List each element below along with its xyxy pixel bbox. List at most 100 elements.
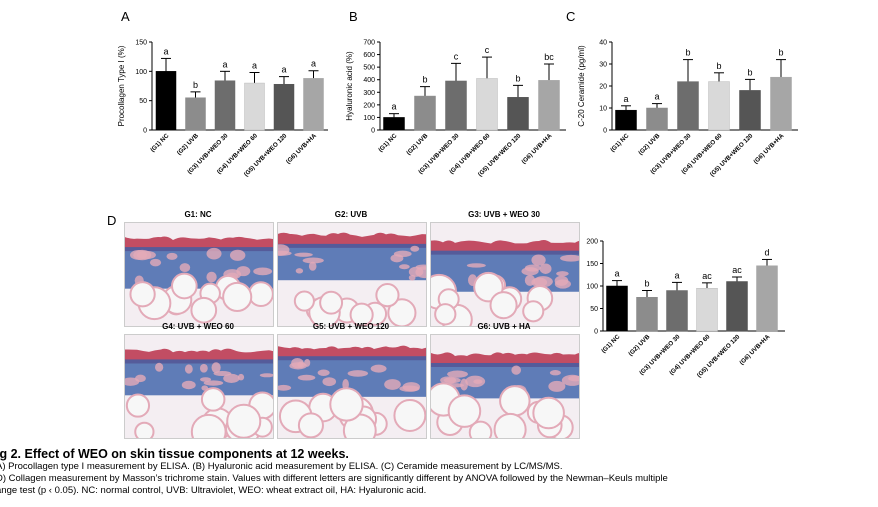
tissue-strand <box>560 254 579 262</box>
bar <box>646 107 668 131</box>
adipocyte <box>493 412 527 438</box>
adipocyte <box>499 385 531 417</box>
category-label: (G1) NC <box>609 132 631 154</box>
category-label: (G2) UVB <box>627 333 652 358</box>
y-axis-label: Hyaluronic acid (%) <box>345 51 354 121</box>
chart-b: 0 100 200 300 400 500 600 700 Hyaluronic acid (%… <box>345 40 566 178</box>
tissue-strand <box>229 249 246 261</box>
y-axis-label: C-20 Ceramide (pg/ml) <box>577 45 586 127</box>
tissue-strand <box>511 365 522 375</box>
bar <box>726 281 748 332</box>
bar <box>770 76 792 131</box>
y-tick-label: 0 <box>603 128 607 135</box>
significance-letter: b <box>422 75 427 85</box>
tissue-strand <box>556 271 569 277</box>
y-tick-label: 100 <box>363 115 375 122</box>
significance-letter: a <box>281 65 286 75</box>
category-label: (G6) UVB+HA <box>285 132 318 165</box>
histology-title: G1: NC <box>184 210 212 219</box>
caption-line-3: ange test (p ‹ 0.05). NC: normal control… <box>0 485 427 496</box>
adipocyte <box>190 413 227 438</box>
tissue-strand <box>155 362 164 372</box>
tissue-strand <box>531 277 548 288</box>
histology-image <box>124 222 274 327</box>
bar <box>185 97 206 131</box>
adipocyte <box>190 296 218 324</box>
bar <box>155 71 177 131</box>
bar <box>666 290 688 332</box>
tissue-strand <box>399 264 410 270</box>
tissue-strand <box>410 245 420 252</box>
tissue-strand <box>402 382 421 392</box>
tissue-strand <box>447 370 468 378</box>
y-tick-label: 0 <box>594 329 598 336</box>
adipocyte <box>226 403 262 438</box>
significance-letter: b <box>515 73 520 83</box>
bar <box>445 80 467 131</box>
significance-letter: a <box>222 59 227 69</box>
y-tick-label: 200 <box>363 102 375 109</box>
y-tick-label: 600 <box>363 52 375 59</box>
bar <box>739 90 761 131</box>
adipocyte <box>297 412 324 438</box>
category-label: (G6) UVB+HA <box>752 132 785 165</box>
category-label: (G6) UVB+HA <box>520 132 553 165</box>
tissue-strand <box>184 364 193 374</box>
bar <box>273 83 295 131</box>
bar <box>615 109 637 131</box>
collagen-layer <box>278 243 426 281</box>
panel-letter-c: C <box>566 9 576 24</box>
tissue-strand <box>199 363 208 373</box>
category-label: (G2) UVB <box>637 132 662 157</box>
histology-title: G5: UVB + WEO 120 <box>312 322 390 331</box>
tissue-strand <box>347 370 369 377</box>
tissue-strand <box>181 380 196 390</box>
significance-letter: b <box>193 80 198 90</box>
tissue-strand <box>384 379 401 390</box>
y-tick-label: 50 <box>139 98 147 105</box>
adipocyte <box>329 387 364 422</box>
bar <box>303 78 324 131</box>
adipocyte <box>293 290 315 312</box>
y-tick-label: 400 <box>363 77 375 84</box>
adipocyte <box>134 421 155 438</box>
bar <box>214 80 236 131</box>
adipocyte <box>522 300 545 323</box>
tissue-strand <box>297 361 306 368</box>
tissue-strand <box>465 375 486 388</box>
tissue-strand <box>259 373 273 378</box>
significance-letter: b <box>685 48 690 58</box>
adipocyte <box>125 393 151 418</box>
tissue-strand <box>199 377 212 382</box>
tissue-strand <box>322 377 337 387</box>
significance-letter: c <box>485 45 490 55</box>
chart-c: 0 10 20 30 40 C-20 Ceramide (pg/ml) a (G1) NC a (… <box>577 40 798 178</box>
category-label: (G6) UVB+HA <box>738 333 771 366</box>
tissue-strand <box>166 252 178 260</box>
tissue-strand <box>317 369 330 377</box>
significance-letter: c <box>454 51 459 61</box>
adipocyte <box>447 394 482 428</box>
bar <box>507 97 529 131</box>
chart-a: 0 50 100 150 Procollagen Type I (%) a (G1) NC b… <box>117 40 328 178</box>
bar <box>476 78 498 131</box>
tissue-strand <box>295 268 304 274</box>
tissue-strand <box>206 247 222 260</box>
histology-title: G6: UVB + HA <box>477 322 531 331</box>
caption-line-1: A) Procollagen type I measurement by ELI… <box>0 461 563 472</box>
collagen-layer <box>125 359 273 396</box>
tissue-strand <box>294 252 313 257</box>
tissue-strand <box>253 267 273 276</box>
y-axis-label: Procollagen Type I (%) <box>117 45 126 126</box>
y-tick-label: 20 <box>599 84 607 91</box>
bar <box>756 265 778 332</box>
adipocyte <box>200 387 226 412</box>
adipocyte <box>222 281 253 313</box>
significance-letter: ac <box>732 265 742 275</box>
adipocyte <box>129 281 156 308</box>
adipocyte <box>434 303 457 326</box>
y-tick-label: 300 <box>363 90 375 97</box>
bar <box>696 288 718 332</box>
histology-image <box>277 334 427 439</box>
tissue-strand <box>521 267 539 276</box>
